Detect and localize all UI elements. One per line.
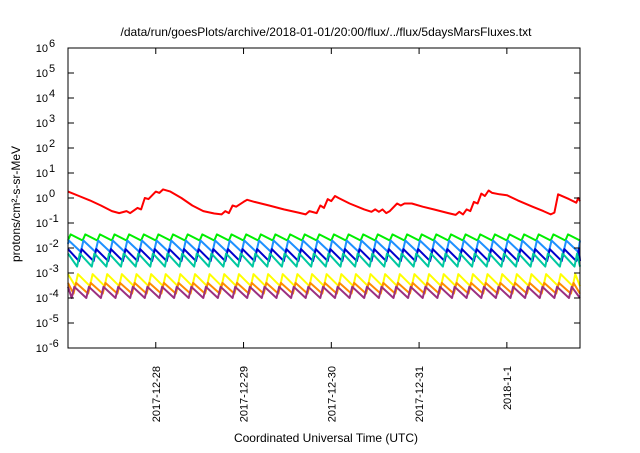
- y-tick-label: 10: [36, 218, 48, 230]
- y-tick-exponent: 3: [49, 113, 55, 125]
- x-tick-label-1: 2017-12-29: [239, 366, 251, 422]
- y-tick-exponent: 0: [49, 188, 55, 200]
- y-tick-label: 10: [36, 143, 48, 155]
- axes-layer: 10 -610 -510 -410 -310 -210 -110 010 110 210 310 41…: [36, 38, 581, 422]
- y-tick-label: 10: [36, 268, 48, 280]
- x-tick-label-3: 2017-12-31: [414, 366, 426, 422]
- y-tick-label: 10: [36, 293, 48, 305]
- y-tick-label: 10: [36, 118, 48, 130]
- series-layer: [67, 188, 581, 299]
- series-line-7: [67, 285, 581, 299]
- chart-title: /data/run/goesPlots/archive/2018-01-01/2…: [121, 25, 533, 39]
- y-tick-exponent: -6: [49, 338, 59, 350]
- y-tick-label: 10: [36, 93, 48, 105]
- y-tick-exponent: 1: [49, 163, 55, 175]
- y-tick-label: 10: [36, 43, 48, 55]
- y-tick-label: 10: [36, 193, 48, 205]
- series-line-1: [67, 233, 581, 242]
- y-tick-exponent: -4: [49, 288, 59, 300]
- y-tick-exponent: -5: [49, 313, 59, 325]
- y-tick-label: 10: [36, 243, 48, 255]
- y-tick-exponent: -1: [49, 213, 59, 225]
- y-tick-exponent: 4: [49, 88, 55, 100]
- y-tick-exponent: -2: [49, 238, 59, 250]
- x-tick-label-2: 2017-12-30: [326, 366, 338, 422]
- y-tick-label: 10: [36, 68, 48, 80]
- y-tick-exponent: 6: [49, 38, 55, 50]
- y-tick-exponent: -3: [49, 263, 59, 275]
- x-axis-label: Coordinated Universal Time (UTC): [234, 431, 418, 445]
- x-tick-label-4: 2018-1-1: [502, 366, 514, 410]
- y-tick-exponent: 2: [49, 138, 55, 150]
- y-tick-exponent: 5: [49, 63, 55, 75]
- y-tick-label: 10: [36, 343, 48, 355]
- series-line-0: [67, 188, 581, 216]
- y-tick-label: 10: [36, 168, 48, 180]
- y-axis-label: protons/cm²-s-sr-MeV: [9, 146, 23, 262]
- y-tick-label: 10: [36, 318, 48, 330]
- x-tick-label-0: 2017-12-28: [151, 366, 163, 422]
- series-line-4: [67, 252, 581, 268]
- series-line-2: [67, 239, 581, 253]
